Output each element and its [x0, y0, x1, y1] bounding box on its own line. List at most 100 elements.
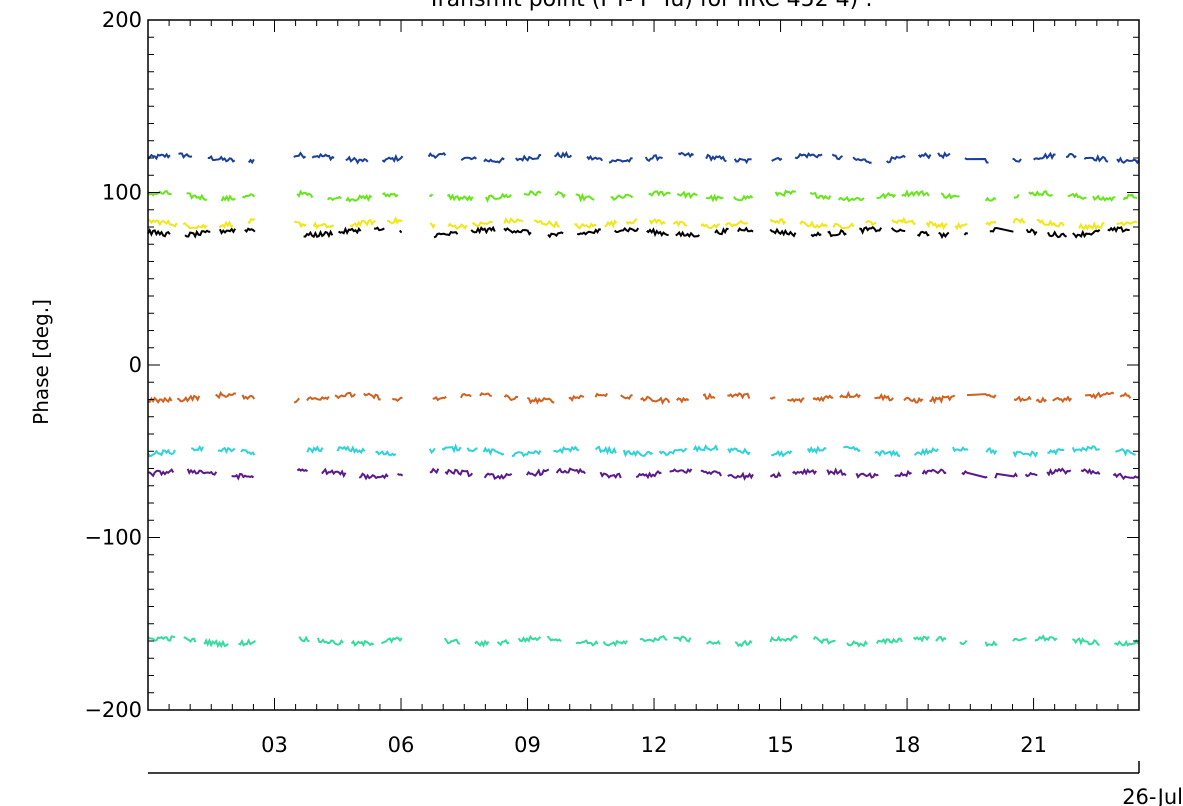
series-segment — [714, 227, 729, 236]
series-segment — [327, 195, 342, 202]
series-segment — [874, 449, 901, 458]
series-segment — [1046, 467, 1072, 477]
series-segment — [622, 449, 654, 458]
series-segment — [843, 445, 861, 453]
series-segment — [620, 394, 633, 401]
series-segment — [594, 392, 609, 398]
series-segment — [727, 447, 751, 456]
series-segment — [306, 445, 324, 454]
series-segment — [429, 467, 440, 475]
series-segment — [555, 467, 586, 475]
series-segment — [375, 450, 397, 457]
series-segment — [985, 220, 997, 227]
series-segment — [147, 227, 171, 238]
series-segment — [218, 220, 234, 229]
series-segment — [298, 635, 310, 643]
series-segment — [846, 639, 869, 648]
series-segment — [183, 636, 197, 643]
series-segment — [705, 153, 727, 163]
series-segment — [604, 219, 618, 229]
series-segment — [727, 392, 751, 400]
series-segment — [358, 472, 389, 481]
series-segment — [831, 153, 844, 161]
series-segment — [373, 226, 385, 232]
chart-title: Transmit point (PT- P Tu) for IIRC 452 4… — [426, 0, 872, 12]
series-segment — [311, 152, 335, 162]
series-segment — [792, 468, 818, 476]
series-segment — [799, 220, 828, 229]
series-segment — [337, 226, 362, 236]
series-segment — [574, 222, 597, 230]
series-segment — [786, 397, 805, 404]
series-segment — [673, 635, 692, 643]
series-segment — [147, 152, 171, 161]
series-line — [147, 443, 1136, 459]
series-segment — [913, 446, 939, 457]
y-tick-label: −100 — [84, 526, 142, 550]
series-segment — [433, 230, 459, 239]
series-segment — [827, 228, 847, 238]
y-tick-label: 200 — [102, 8, 142, 32]
series-segment — [951, 446, 969, 453]
series-segment — [769, 471, 782, 479]
series-segment — [610, 193, 634, 201]
series-segment — [244, 227, 256, 233]
x-tick-label: 06 — [388, 733, 415, 757]
series-segment — [1036, 218, 1065, 228]
series-segment — [1112, 472, 1139, 481]
series-segment — [669, 468, 693, 474]
series-segment — [921, 468, 947, 475]
series-segment — [1033, 151, 1056, 161]
series-line — [147, 634, 1139, 649]
series-layer — [147, 150, 1140, 649]
series-segment — [293, 397, 300, 404]
series-segment — [724, 219, 749, 228]
series-segment — [472, 220, 493, 228]
series-segment — [984, 640, 998, 648]
series-segment — [428, 447, 436, 455]
series-segment — [812, 635, 836, 645]
series-segment — [1072, 228, 1101, 239]
series-segment — [147, 468, 175, 478]
series-segment — [771, 157, 783, 162]
series-segment — [1013, 395, 1032, 403]
series-segment — [147, 218, 178, 228]
x-tick-label: 18 — [894, 733, 921, 757]
x-tick-label: 15 — [767, 733, 794, 757]
series-segment — [517, 634, 542, 643]
series-segment — [483, 156, 505, 164]
series-segment — [515, 153, 542, 162]
series-segment — [345, 155, 369, 165]
series-segment — [397, 472, 404, 477]
series-segment — [692, 444, 719, 453]
series-segment — [1107, 226, 1130, 233]
series-segment — [737, 226, 754, 233]
series-segment — [241, 193, 256, 199]
series-segment — [483, 472, 513, 481]
series-segment — [1035, 396, 1047, 404]
series-segment — [575, 639, 599, 647]
series-segment — [1122, 193, 1137, 201]
series-segment — [901, 189, 930, 198]
series-segment — [1028, 189, 1054, 197]
series-segment — [363, 392, 381, 401]
y-tick-label: −200 — [84, 698, 142, 722]
series-segment — [675, 230, 701, 238]
series-segment — [1083, 154, 1109, 163]
series-segment — [1012, 637, 1027, 642]
series-line — [147, 467, 1139, 481]
series-segment — [875, 637, 903, 645]
x-tick-label: 03 — [261, 733, 288, 757]
series-segment — [568, 394, 585, 403]
series-segment — [147, 448, 176, 458]
series-segment — [1115, 448, 1136, 457]
series-segment — [658, 447, 688, 456]
date-label: 26-Jul — [1122, 785, 1183, 806]
series-segment — [859, 226, 883, 235]
series-line — [147, 390, 1132, 406]
series-segment — [984, 196, 997, 202]
series-segment — [1025, 228, 1038, 236]
series-segment — [466, 447, 478, 453]
series-segment — [503, 227, 532, 236]
